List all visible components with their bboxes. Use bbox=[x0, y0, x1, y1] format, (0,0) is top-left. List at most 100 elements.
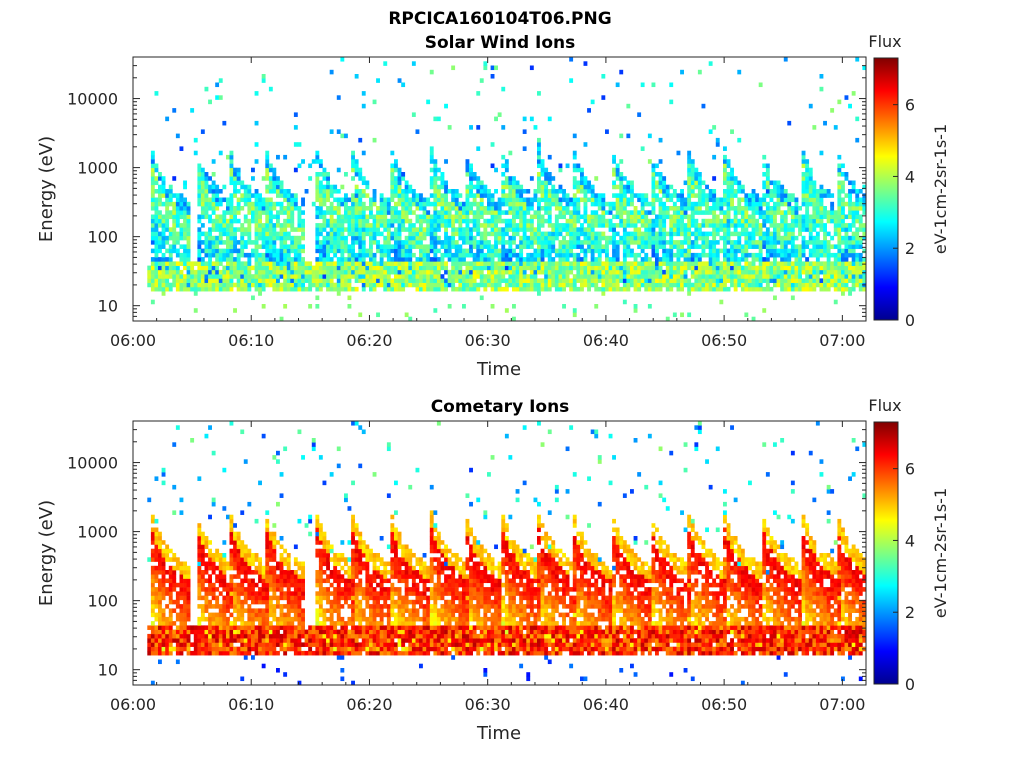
heatmap-cell bbox=[597, 223, 602, 228]
heatmap-cell bbox=[690, 231, 695, 237]
heatmap-cell bbox=[690, 176, 695, 181]
heatmap-cell bbox=[394, 265, 398, 271]
heatmap-cell bbox=[168, 587, 173, 592]
heatmap-cell bbox=[476, 248, 481, 254]
heatmap-cell bbox=[193, 282, 198, 288]
heatmap-cell bbox=[233, 176, 237, 181]
heatmap-cell bbox=[833, 125, 838, 130]
heatmap-cell bbox=[848, 286, 852, 292]
heatmap-cell bbox=[808, 223, 813, 228]
heatmap-cell bbox=[651, 274, 656, 279]
heatmap-cell bbox=[508, 189, 513, 194]
heatmap-cell bbox=[780, 286, 785, 292]
heatmap-cell bbox=[805, 197, 810, 203]
heatmap-cell bbox=[329, 261, 334, 266]
heatmap-cell bbox=[737, 137, 742, 143]
heatmap-cell bbox=[651, 223, 656, 228]
heatmap-cell bbox=[608, 265, 613, 271]
heatmap-cell bbox=[469, 261, 473, 266]
heatmap-cell bbox=[737, 189, 742, 194]
heatmap-cell bbox=[837, 244, 842, 249]
heatmap-cell bbox=[687, 184, 692, 190]
heatmap-cell bbox=[322, 257, 327, 262]
heatmap-cell bbox=[311, 278, 316, 283]
heatmap-cell bbox=[633, 231, 638, 237]
heatmap-cell bbox=[765, 210, 770, 215]
heatmap-cell bbox=[315, 206, 320, 211]
heatmap-cell bbox=[626, 197, 631, 203]
heatmap-cell bbox=[687, 244, 692, 249]
heatmap-cell bbox=[369, 231, 373, 237]
heatmap-cell bbox=[401, 201, 406, 207]
heatmap-cell bbox=[329, 231, 334, 237]
heatmap-cell bbox=[358, 227, 363, 232]
heatmap-cell bbox=[701, 252, 706, 258]
heatmap-cell bbox=[447, 201, 452, 207]
heatmap-cell bbox=[415, 129, 420, 134]
heatmap-cell bbox=[662, 274, 667, 279]
heatmap-cell bbox=[372, 201, 377, 207]
heatmap-cell bbox=[326, 282, 330, 288]
heatmap-cell bbox=[454, 261, 459, 266]
heatmap-cell bbox=[168, 286, 173, 292]
heatmap-cell bbox=[168, 235, 173, 241]
heatmap-cell bbox=[640, 274, 645, 279]
heatmap-cell bbox=[386, 197, 391, 203]
heatmap-cell bbox=[268, 163, 273, 169]
heatmap-cell bbox=[208, 235, 212, 241]
heatmap-cell bbox=[583, 261, 588, 266]
heatmap-cell bbox=[168, 548, 173, 554]
heatmap-cell bbox=[247, 235, 252, 241]
heatmap-cell bbox=[615, 184, 620, 190]
heatmap-cell bbox=[705, 265, 709, 271]
heatmap-cell bbox=[619, 69, 624, 75]
heatmap-cell bbox=[158, 582, 162, 588]
heatmap-cell bbox=[369, 227, 373, 232]
heatmap-cell bbox=[161, 565, 166, 571]
heatmap-cell bbox=[344, 265, 348, 271]
heatmap-cell bbox=[161, 642, 166, 647]
heatmap-cell bbox=[383, 61, 388, 66]
heatmap-cell bbox=[526, 286, 531, 292]
heatmap-cell bbox=[783, 197, 788, 203]
heatmap-cell bbox=[340, 282, 345, 288]
heatmap-cell bbox=[315, 274, 320, 279]
heatmap-cell bbox=[183, 257, 187, 262]
heatmap-cell bbox=[240, 227, 245, 232]
heatmap-cell bbox=[276, 218, 280, 224]
heatmap-cell bbox=[161, 261, 166, 266]
heatmap-cell bbox=[758, 244, 763, 249]
heatmap-cell bbox=[651, 82, 656, 88]
heatmap-cell bbox=[286, 244, 291, 249]
heatmap-cell bbox=[819, 269, 824, 275]
heatmap-cell bbox=[765, 193, 770, 198]
heatmap-cell bbox=[562, 193, 566, 198]
heatmap-cell bbox=[540, 235, 545, 241]
heatmap-cell bbox=[690, 252, 695, 258]
heatmap-cell bbox=[740, 197, 745, 203]
heatmap-cell bbox=[158, 638, 162, 643]
heatmap-cell bbox=[168, 582, 173, 588]
heatmap-cell bbox=[522, 206, 527, 211]
heatmap-cell bbox=[158, 278, 162, 283]
heatmap-cell bbox=[501, 154, 506, 160]
heatmap-cell bbox=[558, 278, 563, 283]
heatmap-cell bbox=[730, 189, 734, 194]
heatmap-cell bbox=[283, 197, 288, 203]
heatmap-cell bbox=[723, 201, 727, 207]
heatmap-cell bbox=[612, 252, 616, 258]
heatmap-cell bbox=[765, 248, 770, 254]
heatmap-cell bbox=[730, 223, 734, 228]
heatmap-cell bbox=[823, 235, 827, 241]
heatmap-cell bbox=[158, 172, 162, 177]
heatmap-cell bbox=[558, 206, 563, 211]
heatmap-cell bbox=[740, 274, 745, 279]
heatmap-cell bbox=[637, 112, 642, 117]
heatmap-cell bbox=[218, 150, 223, 156]
heatmap-cell bbox=[726, 274, 731, 279]
heatmap-cell bbox=[179, 210, 184, 215]
heatmap-cell bbox=[619, 206, 624, 211]
heatmap-cell bbox=[186, 269, 191, 275]
heatmap-cell bbox=[175, 625, 180, 630]
heatmap-cell bbox=[815, 210, 820, 215]
